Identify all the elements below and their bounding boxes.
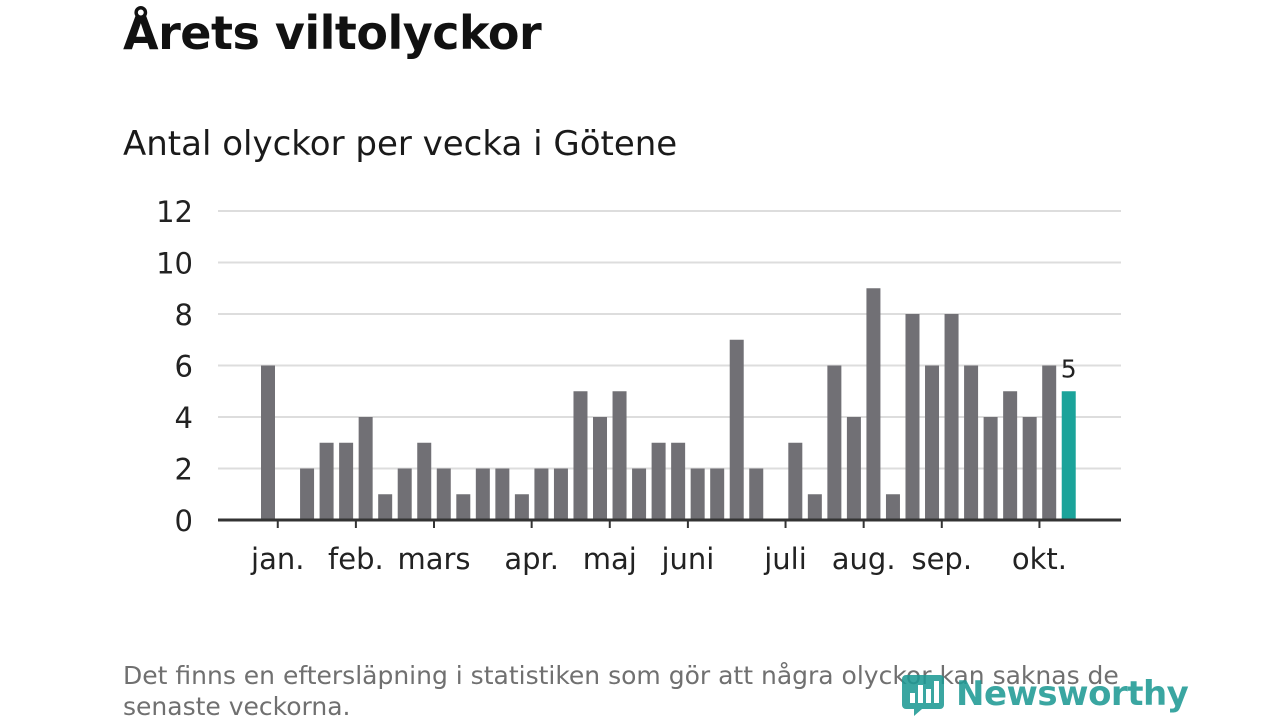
bar — [514, 494, 529, 520]
bar — [1042, 365, 1057, 520]
bar — [710, 468, 725, 520]
brand-logo: Newsworthy — [900, 668, 1189, 720]
bar — [612, 391, 627, 520]
y-axis-tick-labels: 0 2 4 6 8 10 12 — [156, 195, 193, 538]
y-tick-label: 4 — [175, 401, 193, 435]
bar — [651, 442, 666, 520]
bars — [261, 288, 1076, 520]
x-tick-label: aug. — [832, 542, 896, 576]
bar — [827, 365, 842, 520]
data-labels: 5 — [1061, 354, 1077, 383]
bar — [300, 468, 315, 520]
bar — [885, 494, 900, 520]
bar — [319, 442, 334, 520]
bar — [846, 417, 861, 520]
x-tick-label: maj — [583, 542, 637, 576]
highlighted-bar — [1061, 391, 1076, 520]
y-tick-label: 8 — [175, 298, 193, 332]
highlight-data-label: 5 — [1061, 354, 1077, 383]
x-axis-month-labels: jan. feb. mars apr. maj juni juli aug. sep. okt. — [250, 520, 1067, 576]
chart-subtitle: Antal olyckor per vecka i Götene — [123, 124, 678, 164]
x-tick-label: sep. — [911, 542, 972, 576]
x-tick-label: apr. — [504, 542, 559, 576]
bar — [534, 468, 549, 520]
x-tick-label: mars — [397, 542, 470, 576]
bar — [397, 468, 412, 520]
newsworthy-logo-icon — [902, 675, 944, 716]
brand-name: Newsworthy — [956, 674, 1189, 714]
bar — [573, 391, 588, 520]
x-tick-label: juni — [660, 542, 714, 576]
bar — [475, 468, 490, 520]
bar — [905, 314, 920, 520]
bar — [378, 494, 393, 520]
bar — [788, 442, 803, 520]
bar — [925, 365, 940, 520]
x-tick-label: okt. — [1012, 542, 1067, 576]
bar — [1022, 417, 1037, 520]
bar — [553, 468, 568, 520]
x-tick-label: feb. — [328, 542, 384, 576]
bar — [1003, 391, 1018, 520]
bar — [729, 339, 744, 520]
bar — [339, 442, 354, 520]
bar — [749, 468, 764, 520]
x-tick-label: jan. — [250, 542, 304, 576]
bar — [358, 417, 373, 520]
bar — [456, 494, 471, 520]
y-tick-label: 10 — [156, 247, 193, 281]
bar — [593, 417, 608, 520]
y-tick-label: 0 — [175, 504, 193, 538]
bar — [671, 442, 686, 520]
x-tick-label: juli — [763, 542, 807, 576]
footnote: Det finns en eftersläpning i statistiken… — [123, 661, 1119, 721]
bar — [417, 442, 432, 520]
bar — [436, 468, 451, 520]
bar — [964, 365, 979, 520]
bar — [866, 288, 881, 520]
bar — [261, 365, 275, 520]
bar — [944, 314, 959, 520]
weekly-accidents-bar-chart: 0 2 4 6 8 10 12 jan. feb. mars apr. maj juni juli aug… — [156, 195, 1121, 576]
bar — [632, 468, 647, 520]
y-tick-label: 2 — [175, 453, 193, 487]
chart-title: Årets viltolyckor — [123, 6, 542, 60]
y-tick-label: 12 — [156, 195, 193, 229]
bar — [807, 494, 822, 520]
bar — [690, 468, 705, 520]
bar — [983, 417, 998, 520]
bar — [495, 468, 510, 520]
y-tick-label: 6 — [175, 350, 193, 384]
